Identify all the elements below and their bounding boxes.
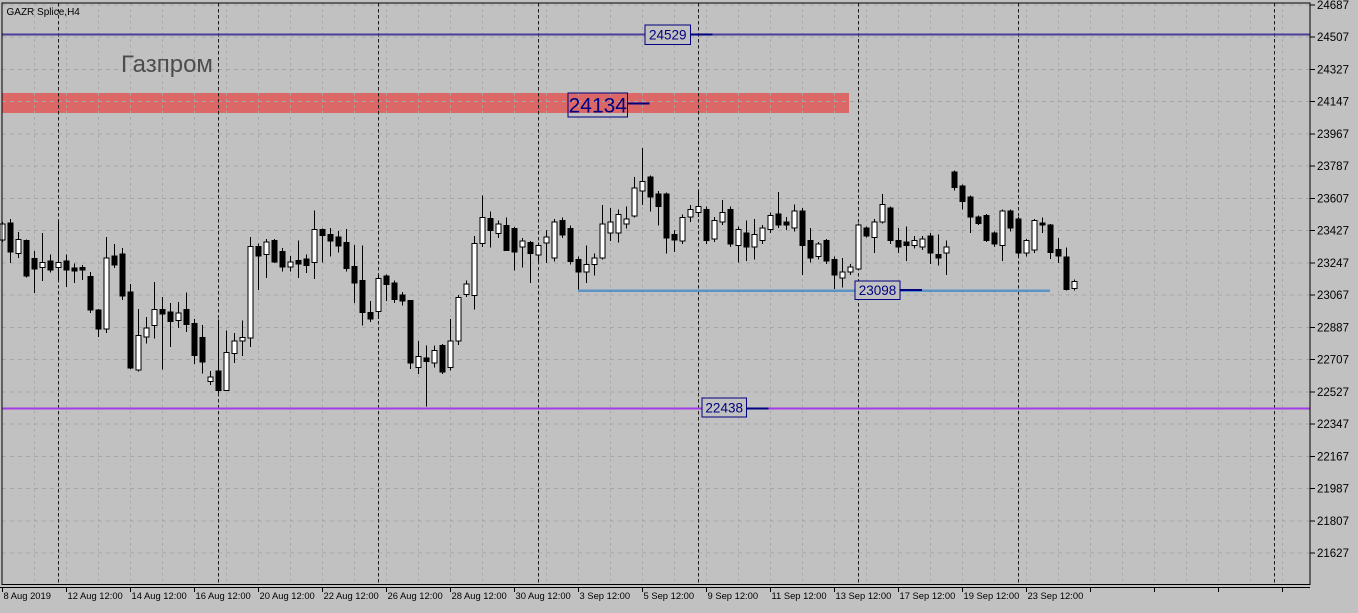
svg-text:22167: 22167 [1317,451,1349,463]
svg-text:GAZR Splice,H4: GAZR Splice,H4 [7,7,81,18]
svg-text:23967: 23967 [1317,129,1349,141]
svg-text:22347: 22347 [1317,419,1349,431]
svg-text:23098: 23098 [859,283,897,298]
svg-text:22707: 22707 [1317,355,1349,367]
svg-text:23427: 23427 [1317,226,1349,238]
svg-text:11 Sep 12:00: 11 Sep 12:00 [772,590,827,601]
svg-text:23067: 23067 [1317,290,1349,302]
svg-text:19 Sep 12:00: 19 Sep 12:00 [964,590,1020,601]
svg-text:21807: 21807 [1317,516,1349,528]
svg-text:3 Sep 12:00: 3 Sep 12:00 [580,590,631,601]
svg-text:8 Aug 2019: 8 Aug 2019 [4,590,51,601]
svg-text:13 Sep 12:00: 13 Sep 12:00 [836,590,892,601]
svg-text:24687: 24687 [1317,0,1349,12]
svg-text:Газпром: Газпром [121,51,213,78]
svg-text:23247: 23247 [1317,258,1349,270]
svg-text:16 Aug 12:00: 16 Aug 12:00 [196,590,251,601]
svg-text:24529: 24529 [649,28,687,43]
svg-text:24327: 24327 [1317,64,1349,76]
svg-text:12 Aug 12:00: 12 Aug 12:00 [68,590,123,601]
svg-text:24134: 24134 [569,95,628,118]
svg-text:21627: 21627 [1317,548,1349,560]
svg-text:17 Sep 12:00: 17 Sep 12:00 [900,590,956,601]
svg-text:14 Aug 12:00: 14 Aug 12:00 [132,590,187,601]
svg-text:24147: 24147 [1317,97,1349,109]
svg-text:21987: 21987 [1317,484,1349,496]
svg-text:22 Aug 12:00: 22 Aug 12:00 [324,590,379,601]
svg-text:30 Aug 12:00: 30 Aug 12:00 [516,590,571,601]
svg-text:22527: 22527 [1317,387,1349,399]
svg-text:23 Sep 12:00: 23 Sep 12:00 [1028,590,1084,601]
svg-text:28 Aug 12:00: 28 Aug 12:00 [452,590,507,601]
svg-text:22438: 22438 [705,400,743,415]
svg-text:22887: 22887 [1317,322,1349,334]
svg-text:26 Aug 12:00: 26 Aug 12:00 [388,590,443,601]
svg-text:23607: 23607 [1317,193,1349,205]
svg-text:5 Sep 12:00: 5 Sep 12:00 [644,590,695,601]
svg-text:9 Sep 12:00: 9 Sep 12:00 [708,590,759,601]
svg-text:24507: 24507 [1317,32,1349,44]
svg-text:20 Aug 12:00: 20 Aug 12:00 [260,590,315,601]
svg-text:23787: 23787 [1317,161,1349,173]
